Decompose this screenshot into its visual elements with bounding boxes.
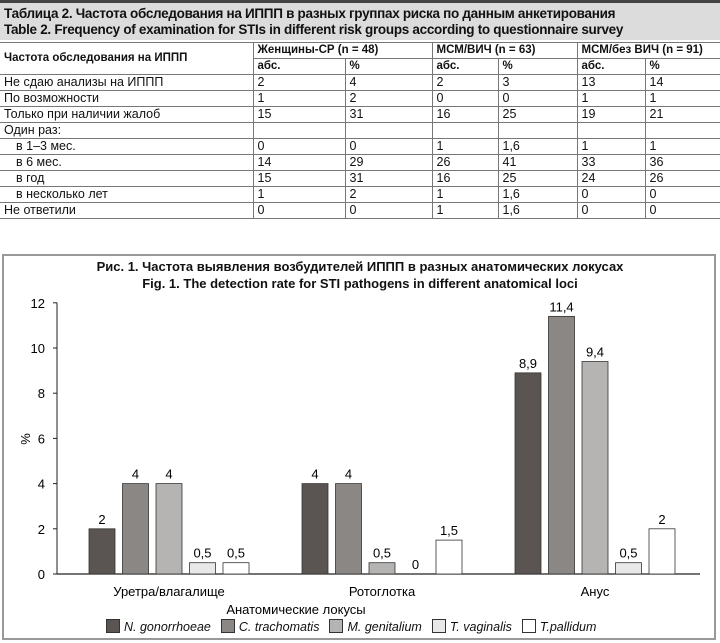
figure-frame [2, 254, 716, 640]
data-label: 4 [165, 467, 172, 482]
data-label: 2 [658, 512, 665, 527]
y-tick-label: 4 [38, 477, 45, 492]
y-tick-label: 12 [31, 296, 45, 311]
table-title-ru: Таблица 2. Частота обследования на ИППП … [4, 6, 616, 21]
data-label: 11,4 [549, 299, 573, 314]
bar [335, 483, 362, 575]
data-label: 0,5 [227, 546, 245, 561]
cell: 0 [644, 202, 720, 219]
chart-title: Рис. 1. Частота выявления возбудителей И… [0, 258, 720, 292]
cell: 26 [644, 170, 720, 187]
chart-title-ru: Рис. 1. Частота выявления возбудителей И… [96, 259, 624, 274]
legend-item: M. genitalium [329, 619, 422, 634]
cell: 0 [252, 202, 346, 219]
table-row: Не ответили 0 0 1 1,6 0 0 [0, 202, 720, 219]
cell: 26 [431, 154, 499, 171]
bar [581, 361, 609, 575]
bar [514, 372, 542, 575]
table-title-en: Table 2. Frequency of examination for ST… [4, 22, 624, 37]
bar [189, 562, 216, 575]
legend-swatch [106, 619, 120, 633]
row-label: в год [0, 170, 254, 187]
group-header: МСМ/без ВИЧ (n = 91) [576, 42, 720, 59]
legend-swatch [329, 619, 344, 633]
table-row: в 6 мес. 14 29 26 41 33 36 [0, 154, 720, 171]
category-label: Уретра/влагалище [113, 584, 224, 599]
data-label: 9,4 [586, 345, 604, 360]
legend-label: M. genitalium [347, 620, 422, 634]
bar [88, 528, 116, 575]
frequency-table: Частота обследования на ИППП Женщины-СР … [0, 42, 720, 219]
y-tick-label: 6 [38, 431, 45, 446]
legend-swatch [431, 619, 446, 633]
data-label: 1,5 [440, 523, 458, 538]
chart-title-en: Fig. 1. The detection rate for STI patho… [142, 276, 578, 291]
x-axis-label: Анатомические локусы [226, 602, 365, 617]
bar [615, 562, 642, 575]
row-label: Не ответили [0, 202, 254, 219]
data-label: 0 [412, 557, 419, 572]
y-tick-label: 0 [38, 567, 45, 582]
table-row: в 1–3 мес. 0 0 1 1,6 1 1 [0, 138, 720, 155]
y-tick-label: 10 [31, 341, 45, 356]
data-label: 4 [345, 467, 352, 482]
legend-label: N. gonorrhoeae [124, 620, 211, 634]
legend-label: T. vaginalis [449, 620, 512, 634]
bar [548, 315, 575, 575]
data-label: 2 [98, 512, 105, 527]
data-label: 4 [311, 467, 318, 482]
legend-label: C. trachomatis [238, 620, 320, 634]
category-label: Анус [581, 584, 610, 599]
y-axis-label: % [18, 433, 33, 445]
data-label: 4 [132, 467, 139, 482]
bar [222, 562, 250, 575]
bar [122, 483, 149, 575]
cell: 0 [344, 202, 433, 219]
cell: 1,6 [497, 202, 578, 219]
legend-swatch [521, 619, 536, 633]
legend-item: C. trachomatis [220, 619, 320, 634]
legend-item: T. vaginalis [431, 619, 512, 634]
data-label: 0,5 [619, 546, 637, 561]
cell: 15 [252, 106, 346, 123]
data-label: 0,5 [373, 546, 391, 561]
data-label: 0,5 [193, 546, 211, 561]
legend-swatch [220, 619, 235, 633]
table-title: Таблица 2. Частота обследования на ИППП … [0, 0, 720, 40]
bar [648, 528, 676, 575]
bar [155, 483, 183, 575]
bar [435, 539, 463, 575]
y-tick-label: 8 [38, 386, 45, 401]
data-label: 8,9 [519, 356, 537, 371]
bar [301, 483, 329, 575]
row-label: Только при наличии жалоб [0, 106, 254, 123]
legend-label: T.pallidum [539, 620, 597, 634]
category-label: Ротоглотка [349, 584, 416, 599]
row-header: Частота обследования на ИППП [0, 42, 254, 75]
cell: 16 [431, 106, 499, 123]
legend-item: T.pallidum [521, 619, 597, 634]
legend-item: N. gonorrhoeae [106, 619, 211, 634]
table-row: в несколько лет 1 2 1 1,6 0 0 [0, 186, 720, 203]
y-tick-label: 2 [38, 522, 45, 537]
bar [368, 562, 396, 575]
chart-legend: N. gonorrhoeae C. trachomatis M. genitaliu… [106, 619, 596, 634]
